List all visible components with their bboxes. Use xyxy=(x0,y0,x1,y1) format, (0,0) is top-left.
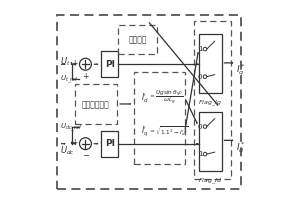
Bar xyxy=(57,15,242,189)
Text: PI: PI xyxy=(105,60,115,69)
Text: $Flag\_Iq$: $Flag\_Iq$ xyxy=(198,99,222,108)
Text: 故障检测: 故障检测 xyxy=(128,35,147,44)
Text: $=\sqrt{1.1^2-I_d^{\prime\,2}}$: $=\sqrt{1.1^2-I_d^{\prime\,2}}$ xyxy=(148,124,189,139)
Bar xyxy=(74,84,117,124)
Text: $U_{dc\_ref}$: $U_{dc\_ref}$ xyxy=(60,122,82,134)
Text: $U_{t\_ref}$: $U_{t\_ref}$ xyxy=(60,74,79,86)
Text: $I_d'$: $I_d'$ xyxy=(141,91,148,105)
Text: $=\dfrac{Ug\sin\theta_{g0}}{\omega L_g}$: $=\dfrac{Ug\sin\theta_{g0}}{\omega L_g}$ xyxy=(148,88,183,106)
Bar xyxy=(199,112,221,171)
Bar xyxy=(134,72,185,164)
Text: $I_d^*$: $I_d^*$ xyxy=(236,140,246,155)
Text: 0: 0 xyxy=(198,124,202,130)
Bar xyxy=(101,51,118,77)
Bar xyxy=(199,34,221,93)
Circle shape xyxy=(80,58,92,70)
Text: 0: 0 xyxy=(198,74,202,80)
Circle shape xyxy=(80,138,92,150)
Text: PI: PI xyxy=(105,139,115,148)
Text: +: + xyxy=(71,59,77,68)
Text: $Flag\_Id$: $Flag\_Id$ xyxy=(198,176,222,186)
Text: −: − xyxy=(82,151,89,160)
Text: $U_{dc}$: $U_{dc}$ xyxy=(60,144,75,157)
Text: +: + xyxy=(71,138,77,147)
Text: 1: 1 xyxy=(198,46,202,52)
Text: $I_q^*$: $I_q^*$ xyxy=(236,62,246,78)
Text: $I_q'$: $I_q'$ xyxy=(141,125,148,139)
Text: 电流注入策略: 电流注入策略 xyxy=(82,100,110,109)
Text: $U_t$: $U_t$ xyxy=(60,55,70,68)
Bar xyxy=(194,21,231,179)
Text: 1: 1 xyxy=(198,151,202,157)
Bar xyxy=(101,131,118,157)
Text: +: + xyxy=(83,72,89,81)
Bar xyxy=(118,25,157,54)
